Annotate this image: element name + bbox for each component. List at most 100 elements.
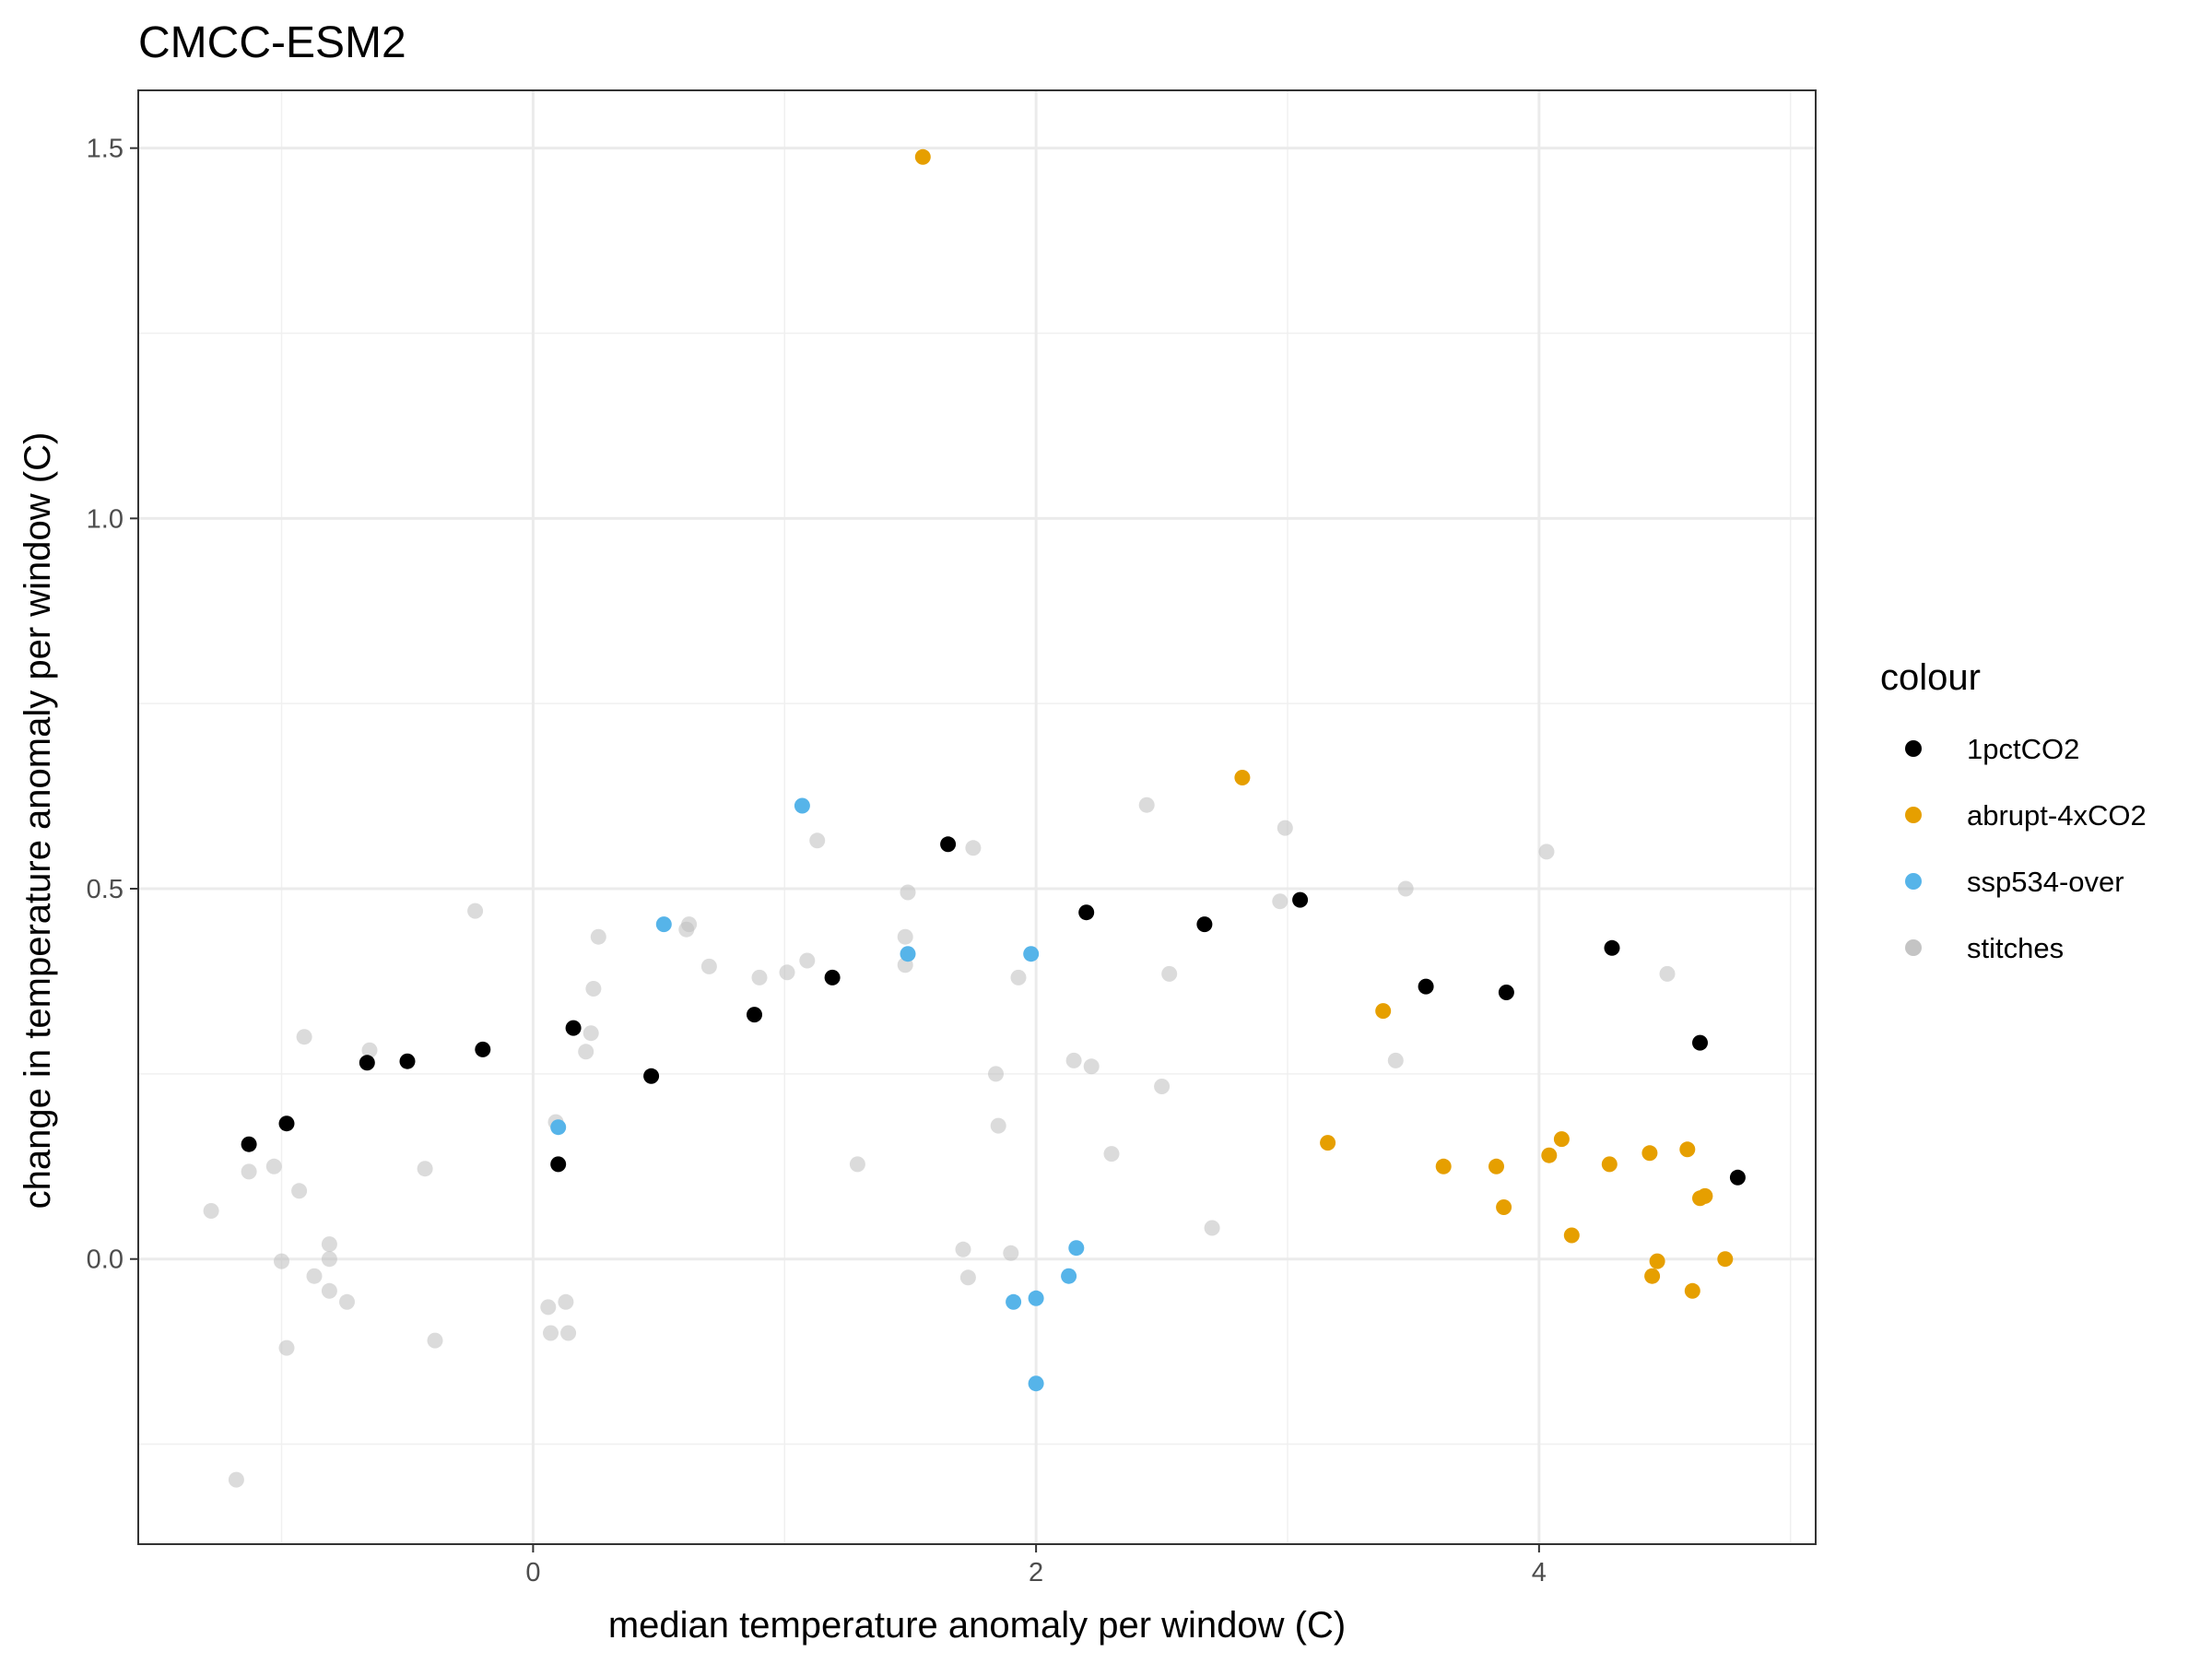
data-point bbox=[278, 1339, 295, 1356]
data-point bbox=[427, 1332, 443, 1349]
data-point bbox=[1387, 1052, 1404, 1068]
data-point bbox=[643, 1068, 660, 1084]
data-point bbox=[1138, 797, 1155, 813]
legend-label-1pctCO2: 1pctCO2 bbox=[1967, 733, 2079, 765]
data-point bbox=[1496, 1199, 1512, 1215]
data-point bbox=[747, 1007, 762, 1023]
data-point bbox=[241, 1136, 257, 1152]
data-point bbox=[1204, 1220, 1220, 1236]
series-ssp534-over bbox=[550, 797, 1085, 1392]
legend-key-stitches bbox=[1905, 939, 1922, 956]
data-point bbox=[578, 1044, 594, 1060]
y-tick-label: 0.0 bbox=[87, 1245, 124, 1275]
data-point bbox=[321, 1236, 337, 1253]
data-point bbox=[700, 958, 717, 974]
data-point bbox=[1697, 1187, 1713, 1204]
data-point bbox=[321, 1251, 337, 1268]
data-point bbox=[990, 1117, 1006, 1134]
data-point bbox=[1397, 880, 1414, 897]
data-point bbox=[809, 832, 826, 849]
data-point bbox=[1553, 1131, 1570, 1148]
data-point bbox=[1028, 1290, 1044, 1306]
data-point bbox=[590, 928, 606, 945]
data-point bbox=[399, 1053, 416, 1069]
data-point bbox=[1563, 1227, 1580, 1244]
data-point bbox=[1010, 969, 1027, 985]
data-point bbox=[988, 1066, 1004, 1082]
data-point bbox=[1604, 939, 1620, 956]
data-point bbox=[914, 148, 931, 165]
data-point bbox=[1065, 1052, 1082, 1068]
data-point bbox=[849, 1156, 865, 1173]
data-point bbox=[1083, 1058, 1100, 1075]
data-point bbox=[1641, 1145, 1658, 1162]
data-point bbox=[361, 1042, 378, 1058]
data-point bbox=[1272, 893, 1288, 910]
data-point bbox=[1729, 1169, 1746, 1186]
data-point bbox=[751, 969, 768, 985]
data-point bbox=[540, 1299, 557, 1316]
x-tick-label: 4 bbox=[1532, 1558, 1547, 1587]
data-point bbox=[339, 1293, 355, 1310]
data-point bbox=[1023, 946, 1040, 962]
data-point bbox=[1161, 965, 1178, 982]
legend-title: colour bbox=[1880, 657, 1981, 698]
data-point bbox=[900, 946, 916, 962]
legend-key-1pctCO2 bbox=[1905, 740, 1922, 757]
data-point bbox=[1196, 916, 1213, 933]
data-point bbox=[1659, 965, 1676, 982]
legend-key-abrupt-4xCO2 bbox=[1905, 807, 1922, 823]
data-point bbox=[1375, 1003, 1392, 1020]
data-point bbox=[467, 903, 484, 919]
data-point bbox=[296, 1029, 312, 1045]
data-point bbox=[1006, 1293, 1022, 1310]
data-point bbox=[265, 1158, 282, 1174]
data-point bbox=[1028, 1375, 1044, 1392]
data-point bbox=[203, 1203, 219, 1219]
data-point bbox=[1277, 820, 1293, 836]
panel-border bbox=[137, 89, 1817, 1545]
data-point bbox=[794, 797, 810, 814]
data-point bbox=[959, 1269, 976, 1286]
data-point bbox=[655, 916, 672, 933]
data-point bbox=[779, 964, 795, 981]
data-point bbox=[1068, 1240, 1085, 1257]
legend-label-ssp534-over: ssp534-over bbox=[1967, 866, 2124, 898]
data-point bbox=[1601, 1156, 1618, 1173]
data-point bbox=[306, 1268, 323, 1284]
data-point bbox=[1488, 1158, 1504, 1174]
series-abrupt-4xCO2 bbox=[914, 148, 1734, 1299]
legend-key-ssp534-over bbox=[1905, 873, 1922, 890]
y-axis-title: change in temperature anomaly per window… bbox=[18, 432, 58, 1210]
data-point bbox=[897, 928, 913, 945]
data-point bbox=[1541, 1147, 1558, 1163]
data-point bbox=[681, 916, 698, 933]
data-point bbox=[1003, 1245, 1019, 1261]
data-point bbox=[543, 1325, 559, 1341]
data-point bbox=[1103, 1146, 1120, 1162]
data-point bbox=[359, 1055, 375, 1071]
legend-label-stitches: stitches bbox=[1967, 932, 2064, 964]
data-point bbox=[1061, 1268, 1077, 1284]
data-point bbox=[1717, 1251, 1734, 1268]
data-point bbox=[965, 840, 982, 856]
data-point bbox=[475, 1041, 491, 1057]
data-point bbox=[1078, 904, 1095, 921]
data-point bbox=[1234, 770, 1251, 785]
data-point bbox=[1679, 1141, 1696, 1158]
y-tick-label: 0.5 bbox=[87, 875, 124, 904]
data-point bbox=[1435, 1158, 1452, 1174]
data-point bbox=[228, 1471, 244, 1488]
data-point bbox=[278, 1115, 295, 1132]
data-point bbox=[558, 1293, 574, 1310]
plot-panel: 0 2 4 0.0 0.5 1.0 1.5 bbox=[87, 89, 1817, 1587]
panel-background bbox=[138, 90, 1816, 1544]
x-axis-title: median temperature anomaly per window (C… bbox=[608, 1605, 1346, 1646]
data-point bbox=[940, 836, 957, 853]
data-point bbox=[1649, 1253, 1665, 1269]
data-point bbox=[1498, 985, 1514, 1000]
data-point bbox=[1418, 978, 1434, 995]
data-point bbox=[550, 1156, 567, 1173]
chart-title: CMCC-ESM2 bbox=[138, 18, 406, 67]
